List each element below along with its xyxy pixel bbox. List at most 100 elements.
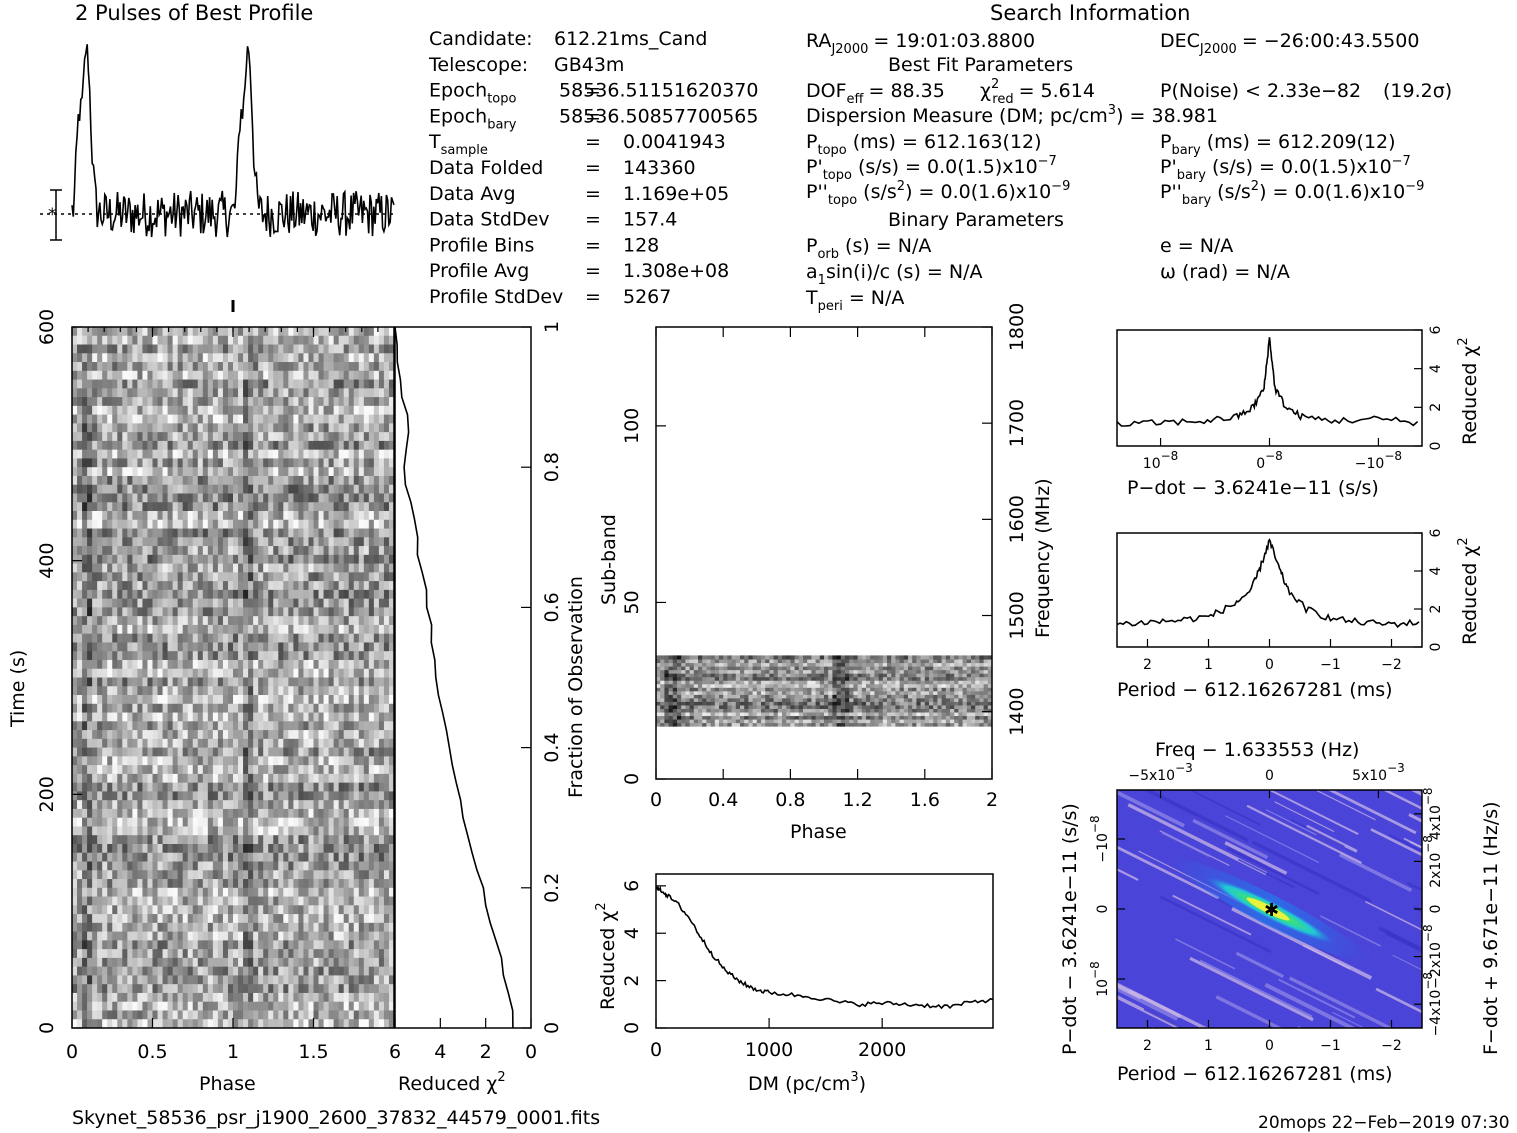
time-phase-cell	[102, 756, 108, 766]
time-phase-cell	[343, 957, 350, 968]
time-phase-cell	[122, 852, 128, 863]
time-phase-cell	[82, 563, 88, 573]
time-phase-cell	[117, 817, 123, 828]
time-phase-cell	[368, 686, 375, 696]
time-phase-cell	[102, 808, 108, 819]
time-phase-cell	[278, 703, 284, 714]
time-phase-cell	[162, 747, 169, 757]
time-phase-cell	[217, 475, 224, 486]
time-phase-cell	[117, 686, 123, 696]
time-phase-cell	[348, 353, 355, 363]
time-phase-cell	[172, 887, 179, 898]
time-phase-cell	[328, 397, 335, 407]
time-phase-cell	[117, 879, 123, 889]
time-phase-cell	[248, 659, 254, 670]
time-phase-cell	[338, 957, 345, 968]
time-phase-cell	[202, 546, 209, 556]
time-phase-cell	[92, 370, 98, 381]
time-phase-cell	[172, 467, 179, 477]
time-phase-cell	[243, 379, 249, 389]
time-phase-cell	[283, 773, 289, 784]
time-phase-cell	[142, 800, 149, 810]
time-phase-cell	[212, 405, 219, 416]
time-phase-cell	[87, 975, 93, 985]
time-phase-cell	[388, 467, 394, 477]
time-phase-cell	[167, 405, 174, 416]
time-phase-cell	[157, 843, 164, 854]
time-phase-cell	[137, 747, 144, 757]
time-phase-cell	[293, 703, 300, 714]
time-phase-cell	[378, 633, 385, 644]
time-phase-cell	[303, 449, 310, 460]
time-phase-cell	[243, 449, 249, 460]
time-phase-cell	[142, 843, 149, 854]
time-phase-cell	[92, 957, 98, 968]
time-phase-cell	[323, 502, 330, 512]
time-phase-cell	[348, 765, 355, 775]
time-phase-cell	[172, 502, 179, 512]
time-phase-cell	[187, 362, 194, 372]
time-phase-cell	[187, 651, 194, 661]
time-phase-cell	[227, 353, 234, 363]
time-phase-cell	[82, 712, 88, 722]
time-phase-cell	[197, 379, 204, 389]
time-phase-cell	[338, 712, 345, 722]
time-phase-cell	[368, 712, 375, 722]
time-phase-cell	[308, 642, 315, 652]
time-phase-cell	[147, 440, 154, 451]
time-phase-cell	[197, 362, 204, 372]
time-phase-cell	[92, 721, 98, 731]
time-phase-cell	[222, 642, 229, 652]
time-phase-cell	[238, 362, 244, 372]
time-phase-cell	[77, 624, 83, 635]
time-phase-cell	[217, 922, 224, 933]
time-phase-cell	[363, 931, 370, 941]
time-phase-cell	[333, 563, 340, 573]
time-phase-cell	[112, 677, 118, 687]
time-phase-cell	[373, 449, 380, 460]
time-phase-cell	[288, 327, 294, 337]
time-phase-cell	[333, 624, 340, 635]
time-phase-cell	[373, 896, 380, 906]
time-phase-cell	[87, 607, 93, 617]
time-phase-cell	[152, 546, 159, 556]
time-phase-cell	[207, 835, 214, 845]
time-phase-cell	[243, 957, 249, 968]
time-phase-cell	[338, 642, 345, 652]
time-phase-cell	[248, 563, 254, 573]
time-phase-cell	[283, 607, 289, 617]
time-phase-cell	[293, 537, 300, 547]
pdot-bary-line: P'bary (s/s) = 0.0(1.5)x10−7	[1160, 154, 1411, 183]
time-phase-cell	[323, 493, 330, 503]
time-phase-cell	[358, 747, 365, 757]
time-phase-cell	[207, 362, 214, 372]
time-phase-cell	[92, 554, 98, 565]
time-phase-cell	[137, 721, 144, 731]
time-phase-cell	[383, 765, 390, 775]
time-phase-cell	[353, 808, 360, 819]
time-phase-cell	[207, 773, 214, 784]
time-phase-cell	[328, 949, 335, 959]
time-phase-cell	[102, 782, 108, 793]
time-phase-cell	[192, 651, 199, 661]
time-phase-cell	[358, 975, 365, 985]
time-phase-cell	[248, 966, 254, 977]
time-phase-cell	[137, 624, 144, 635]
time-phase-cell	[152, 397, 159, 407]
time-phase-cell	[283, 572, 289, 582]
time-phase-cell	[263, 738, 269, 749]
time-phase-cell	[323, 773, 330, 784]
time-phase-cell	[177, 800, 184, 810]
time-phase-cell	[233, 861, 239, 871]
time-phase-cell	[233, 843, 239, 854]
time-phase-cell	[177, 458, 184, 468]
time-phase-cell	[243, 914, 249, 924]
time-phase-cell	[122, 563, 128, 573]
time-phase-cell	[97, 992, 103, 1003]
time-phase-cell	[137, 572, 144, 582]
time-phase-cell	[207, 887, 214, 898]
time-phase-cell	[273, 581, 279, 591]
time-phase-cell	[112, 914, 118, 924]
time-phase-cell	[273, 730, 279, 740]
time-phase-cell	[303, 782, 310, 793]
